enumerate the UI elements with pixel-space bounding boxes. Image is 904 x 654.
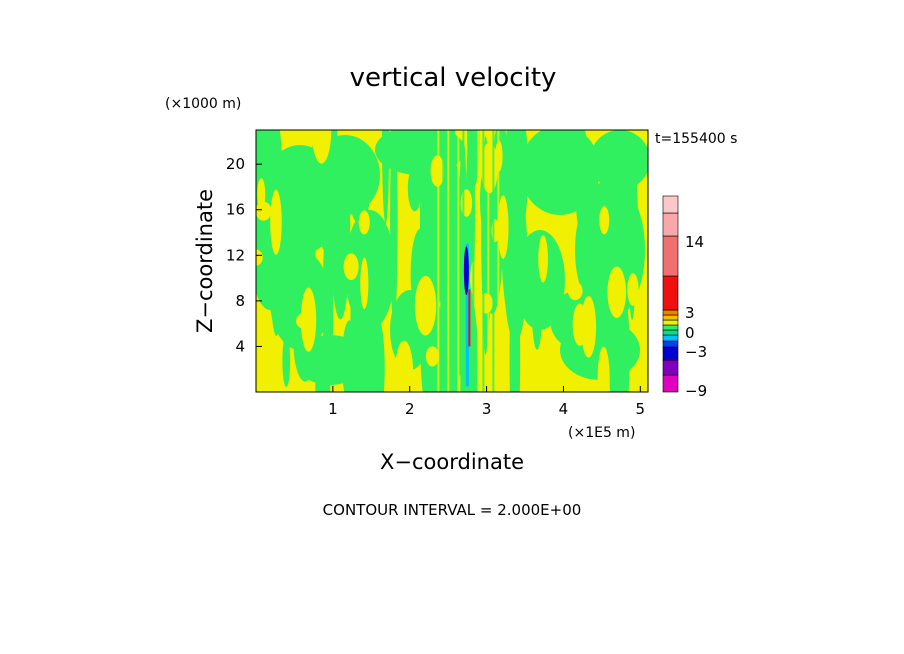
yellow-island (256, 249, 263, 266)
plume-column (465, 243, 469, 387)
green-band-streak (301, 160, 317, 217)
y-tick-label: 12 (226, 246, 245, 264)
yellow-island (425, 346, 439, 367)
x-tick-label: 1 (328, 400, 338, 418)
colorbar-segment (662, 275, 679, 311)
central-plume (463, 243, 471, 387)
green-band-streak (561, 145, 571, 186)
colorbar-segment (662, 329, 679, 336)
colorbar-segment (662, 359, 679, 376)
plume-striation (492, 130, 495, 392)
colorbar-segment (662, 346, 679, 361)
green-band-streak (366, 312, 385, 392)
colorbar-segment (662, 324, 679, 331)
x-tick-label: 5 (636, 400, 646, 418)
yellow-island (257, 178, 266, 211)
colorbar-segment (662, 374, 679, 393)
y-tick-label: 20 (226, 155, 245, 173)
yellow-island (567, 281, 583, 301)
yellow-island (599, 206, 610, 235)
yellow-island (300, 287, 317, 352)
green-band-streak (349, 160, 370, 224)
yellow-island (580, 295, 597, 358)
colorbar-labels: 14 3 0−3 −9 (685, 233, 707, 400)
time-label: t=155400 s (655, 131, 737, 147)
green-band-streak (330, 146, 351, 320)
x-axis-ticks: 1 2 3 4 5 (328, 386, 645, 418)
colorbar-label: 14 (685, 233, 704, 251)
colorbar-segment (662, 334, 679, 342)
yellow-island (414, 275, 437, 336)
green-band-streak (357, 328, 364, 392)
plume-striation (472, 130, 475, 392)
green-band-streak (407, 165, 422, 212)
x-tick-label: 2 (405, 400, 415, 418)
green-band-streak (282, 334, 291, 387)
contour-interval: CONTOUR INTERVAL = 2.000E+00 (323, 501, 582, 519)
x-unit-label: (×1E5 m) (568, 425, 635, 441)
plume-striation (497, 130, 500, 392)
yellow-island (497, 195, 509, 259)
plume-core-negative (463, 246, 469, 296)
colorbar-segment (662, 195, 679, 214)
y-tick-label: 16 (226, 201, 245, 219)
y-tick-label: 8 (235, 292, 245, 310)
green-band-streak (322, 215, 334, 389)
yellow-island (270, 189, 282, 255)
green-band-blob (590, 130, 648, 190)
colorbar-segment (662, 340, 679, 348)
yellow-island (395, 340, 414, 392)
green-band-streak (381, 130, 390, 224)
green-bands (256, 130, 648, 392)
plume-striation (442, 130, 445, 392)
yellow-island (566, 224, 575, 252)
x-tick-label: 3 (482, 400, 492, 418)
y-axis-label: Z−coordinate (193, 189, 217, 333)
yellow-island (478, 292, 493, 314)
green-band-streak (504, 135, 525, 206)
yellow-island (597, 346, 610, 392)
yellow-island (358, 210, 370, 235)
yellow-island (538, 235, 548, 283)
x-axis-label: X−coordinate (380, 450, 524, 474)
chart-title: vertical velocity (350, 63, 557, 93)
plume-striation (462, 130, 465, 392)
colorbar-label: 3 (685, 304, 695, 322)
green-band-streak (290, 209, 316, 284)
colorbar-label: −9 (685, 382, 707, 400)
yellow-island (607, 266, 627, 318)
plume-striation (452, 130, 455, 392)
colorbar (662, 195, 679, 393)
plume-striation (477, 130, 480, 392)
yellow-island (360, 257, 369, 310)
green-band-streak (390, 130, 398, 326)
plume-striation (482, 130, 485, 392)
x-tick-label: 4 (559, 400, 569, 418)
green-band-streak (439, 130, 454, 262)
colorbar-segment (662, 212, 679, 237)
plume-striation (447, 130, 450, 392)
plume-striation (437, 130, 440, 392)
green-band-streak (575, 130, 588, 235)
plume-striation (487, 130, 490, 392)
plume-core-positive (468, 289, 471, 347)
colorbar-segment (662, 314, 679, 321)
contour-field (256, 130, 648, 392)
yellow-island (627, 273, 639, 306)
y-axis-ticks: 4 8 12 16 20 (226, 155, 262, 355)
colorbar-segment (662, 235, 679, 277)
colorbar-label: −3 (685, 343, 707, 361)
colorbar-segment (662, 319, 679, 326)
y-tick-label: 4 (235, 337, 245, 355)
colorbar-segment (662, 309, 679, 316)
green-band-streak (415, 130, 442, 220)
y-unit-label: (×1000 m) (165, 96, 241, 112)
plume-striation (457, 130, 460, 392)
colorbar-label: 0 (685, 324, 695, 342)
yellow-island (311, 130, 332, 164)
plot-frame (255, 129, 649, 393)
yellow-island (343, 253, 359, 281)
